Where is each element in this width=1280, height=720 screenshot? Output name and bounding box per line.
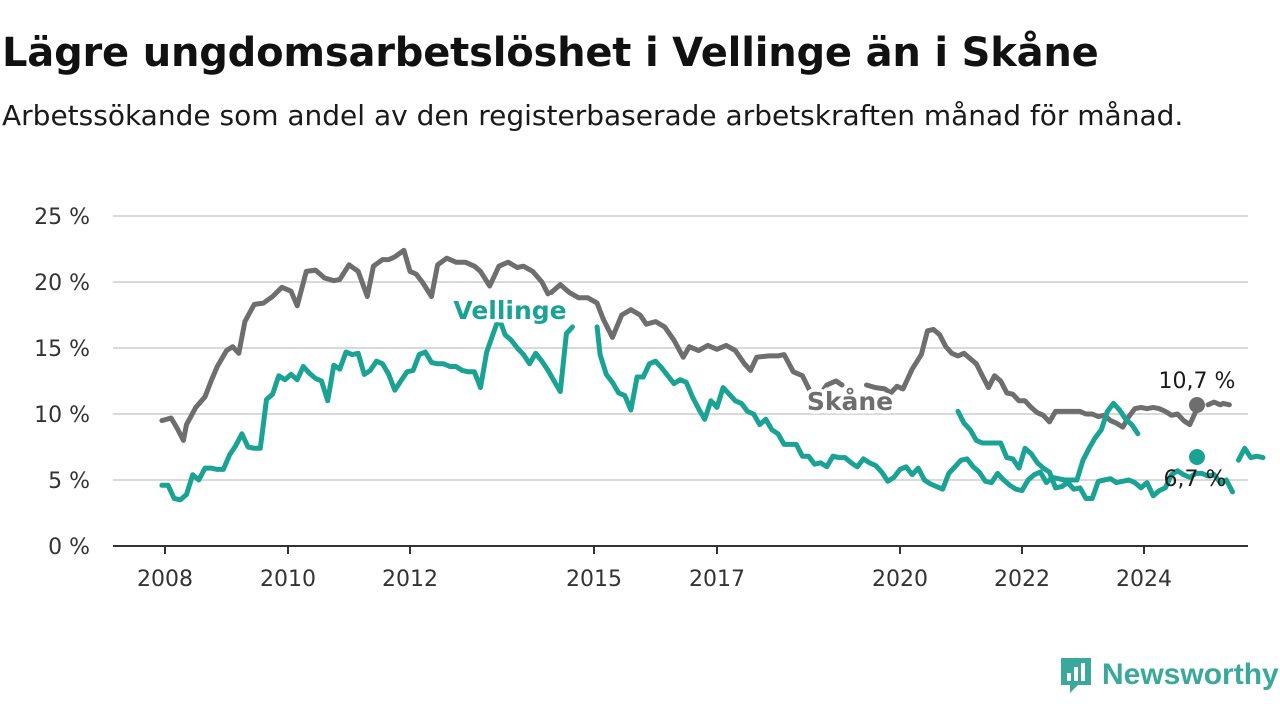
- series-line-skåne: [548, 282, 845, 401]
- chart-subtitle: Arbetssökande som andel av den registerb…: [2, 99, 1184, 132]
- chart-title: Lägre ungdomsarbetslöshet i Vellinge än …: [2, 30, 1099, 76]
- y-tick-label: 20 %: [34, 271, 90, 296]
- x-tick-label: 2015: [566, 567, 622, 592]
- series-line-vellinge: [159, 315, 575, 503]
- y-tick-label: 5 %: [48, 469, 90, 494]
- end-label-skane: 10,7 %: [1159, 369, 1236, 394]
- x-tick-label: 2022: [994, 567, 1050, 592]
- newsworthy-logo-icon: [1061, 658, 1091, 693]
- end-point-vellinge: [1189, 449, 1205, 465]
- series-line-vellinge: [594, 324, 1141, 494]
- series-line-skåne: [1205, 399, 1232, 408]
- series-line-vellinge: [955, 408, 1235, 501]
- y-tick-label: 0 %: [48, 535, 90, 560]
- end-point-skane: [1189, 397, 1205, 413]
- series-line-vellinge: [1236, 445, 1266, 463]
- brand-name: Newsworthy: [1102, 658, 1279, 691]
- x-tick-label: 2017: [689, 567, 745, 592]
- series-line-skåne: [159, 247, 551, 443]
- x-tick-label: 2012: [382, 567, 438, 592]
- x-tick-label: 2010: [260, 567, 316, 592]
- y-tick-label: 25 %: [34, 205, 90, 230]
- end-label-vellinge: 6,7 %: [1164, 467, 1227, 492]
- series-line-skåne: [864, 327, 1205, 430]
- x-tick-label: 2008: [137, 567, 193, 592]
- series-label-skane: Skåne: [807, 387, 893, 416]
- x-tick-label: 2020: [872, 567, 928, 592]
- newsworthy-brand: Newsworthy: [1058, 654, 1279, 696]
- series-label-vellinge: Vellinge: [453, 296, 566, 325]
- y-tick-label: 10 %: [34, 403, 90, 428]
- x-tick-label: 2024: [1116, 567, 1172, 592]
- y-tick-label: 15 %: [34, 337, 90, 362]
